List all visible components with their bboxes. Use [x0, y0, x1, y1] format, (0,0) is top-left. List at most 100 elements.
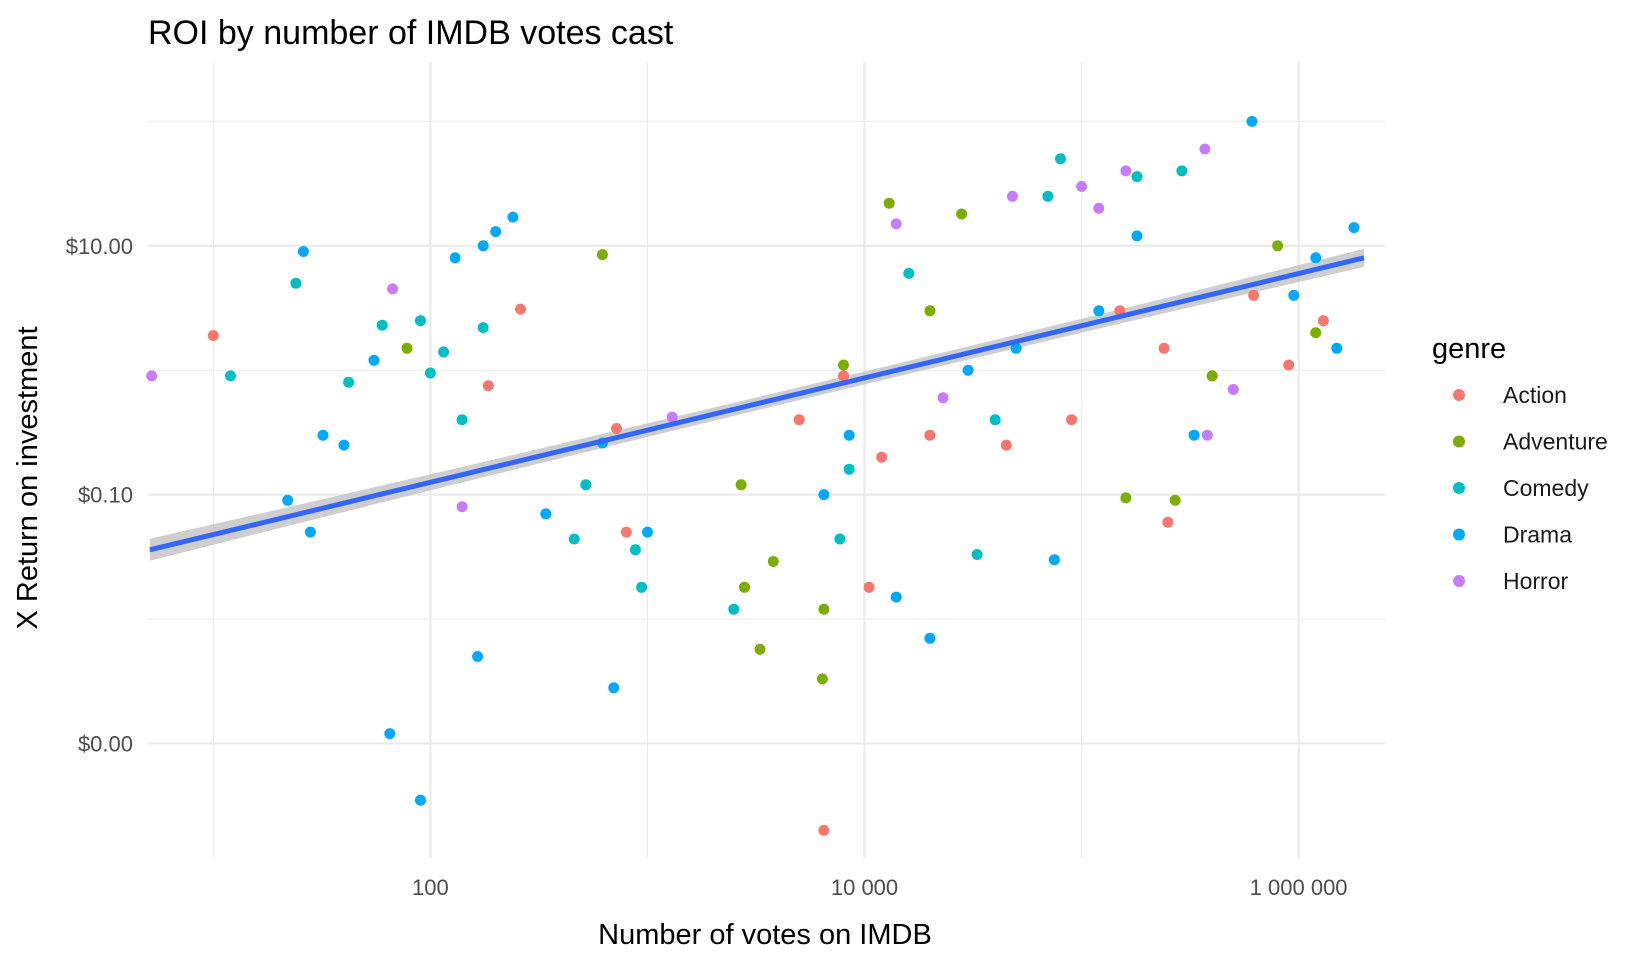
- data-point: [304, 526, 316, 538]
- data-point: [1199, 143, 1211, 155]
- data-point: [1006, 190, 1018, 202]
- data-point: [1248, 289, 1260, 301]
- data-point: [1131, 230, 1143, 242]
- data-point: [1076, 180, 1088, 192]
- data-point: [368, 354, 380, 366]
- data-point: [1283, 359, 1295, 371]
- data-point: [924, 305, 936, 317]
- x-tick-label: 1 000 000: [1250, 875, 1348, 900]
- data-point: [515, 303, 526, 315]
- data-point: [739, 581, 750, 593]
- data-point: [472, 651, 484, 662]
- data-point: [1227, 384, 1239, 395]
- data-point: [225, 370, 236, 382]
- data-point: [642, 526, 653, 538]
- legend-label: Comedy: [1503, 475, 1589, 501]
- data-point: [477, 322, 489, 334]
- x-tick-label: 10 000: [831, 875, 898, 900]
- data-point: [834, 533, 846, 545]
- legend-label: Drama: [1503, 522, 1572, 548]
- x-axis-title: Number of votes on IMDB: [598, 919, 932, 951]
- data-point: [1310, 327, 1322, 339]
- legend-swatch: [1453, 435, 1465, 448]
- data-point: [876, 451, 888, 463]
- data-point: [297, 246, 309, 257]
- series-horror: [146, 143, 1239, 513]
- data-point: [1120, 165, 1132, 177]
- data-point: [1093, 202, 1105, 214]
- data-point: [490, 226, 502, 238]
- y-tick-label: $10.00: [66, 234, 133, 259]
- data-point: [1176, 165, 1188, 177]
- data-point: [1131, 171, 1143, 183]
- data-point: [343, 376, 355, 388]
- data-point: [1042, 190, 1054, 202]
- data-point: [728, 603, 740, 615]
- data-point: [838, 359, 849, 371]
- data-point: [903, 267, 915, 279]
- data-point: [629, 544, 641, 556]
- data-point: [290, 277, 302, 289]
- data-point: [1066, 414, 1078, 426]
- data-point: [937, 392, 949, 404]
- legend-item-action: Action: [1453, 382, 1567, 408]
- data-point: [376, 319, 388, 331]
- data-point: [793, 414, 805, 426]
- y-tick-label: $0.00: [78, 731, 133, 756]
- trend-line-layer: [149, 255, 1365, 553]
- data-point: [449, 252, 461, 264]
- legend-swatch: [1453, 389, 1465, 401]
- data-point: [924, 632, 936, 644]
- data-point: [1317, 315, 1329, 327]
- data-point: [1169, 494, 1181, 506]
- tick-label-layer: 100 10 000 1 000 000 $0.00 $0.10 $10.00: [66, 234, 1348, 900]
- data-point: [818, 489, 830, 501]
- data-point: [971, 549, 983, 560]
- data-point: [620, 526, 632, 538]
- data-point: [1048, 554, 1060, 566]
- data-point: [146, 370, 158, 382]
- data-point: [666, 411, 678, 423]
- data-point: [1010, 342, 1022, 354]
- data-point: [843, 463, 855, 475]
- legend: genre Action Adventure Comedy Drama Horror: [1432, 333, 1608, 594]
- data-point: [1310, 252, 1322, 264]
- grid-layer: [148, 62, 1385, 858]
- data-point: [1162, 516, 1174, 528]
- data-point: [507, 211, 519, 223]
- trend-line: [149, 255, 1365, 553]
- data-point: [401, 342, 413, 354]
- data-point: [317, 429, 329, 441]
- data-point: [1201, 429, 1213, 441]
- data-point: [1158, 342, 1170, 354]
- data-point: [387, 283, 399, 295]
- data-point: [1093, 305, 1105, 317]
- data-point: [438, 346, 450, 358]
- legend-title: genre: [1432, 333, 1506, 365]
- data-point: [611, 423, 622, 434]
- data-point: [1055, 153, 1066, 165]
- y-axis-title: X Return on investment: [12, 326, 44, 629]
- data-point: [816, 673, 828, 685]
- data-point: [424, 367, 436, 379]
- data-point: [338, 439, 350, 451]
- data-point: [540, 508, 552, 520]
- legend-item-drama: Drama: [1453, 522, 1572, 548]
- data-point: [883, 197, 895, 209]
- data-point: [482, 380, 494, 392]
- data-point: [962, 364, 974, 376]
- series-adventure: [401, 197, 1322, 685]
- data-point: [1272, 240, 1284, 252]
- data-point: [754, 643, 766, 655]
- legend-items: Action Adventure Comedy Drama Horror: [1453, 382, 1608, 594]
- data-point: [818, 824, 830, 836]
- data-point: [1348, 222, 1360, 234]
- y-tick-label: $0.10: [78, 483, 133, 508]
- legend-swatch: [1453, 528, 1465, 541]
- data-point: [1206, 370, 1218, 382]
- data-point: [1188, 429, 1200, 441]
- data-point: [838, 370, 849, 382]
- data-point: [1120, 492, 1132, 504]
